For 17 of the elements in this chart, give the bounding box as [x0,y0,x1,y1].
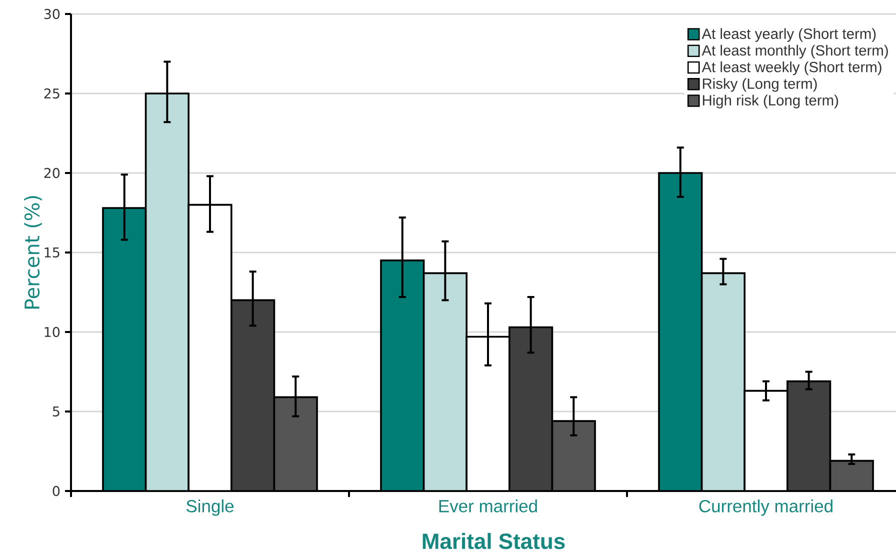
y-tick-label: 0 [52,486,60,496]
legend-label: Risky (Long term) [702,78,817,92]
legend-label: At least weekly (Short term) [702,61,882,76]
y-axis-title: Percent (%) [24,196,42,309]
x-tick-label: Currently married [699,500,832,516]
y-tick-label: 30 [44,8,60,20]
y-tick-label: 15 [44,247,60,258]
legend-label: At least yearly (Short term) [702,28,876,42]
x-tick-label: Single [186,500,234,516]
x-tick-label: Ever married [439,500,537,512]
y-tick-label: 25 [44,88,60,99]
legend-label: At least monthly (Short term) [702,44,888,59]
y-tick-label: 20 [44,168,60,178]
legend-label: High risk (Long term) [702,94,838,108]
x-axis-title: Marital Status [422,532,565,550]
y-tick-label: 5 [52,406,60,417]
y-tick-label: 10 [44,326,60,338]
